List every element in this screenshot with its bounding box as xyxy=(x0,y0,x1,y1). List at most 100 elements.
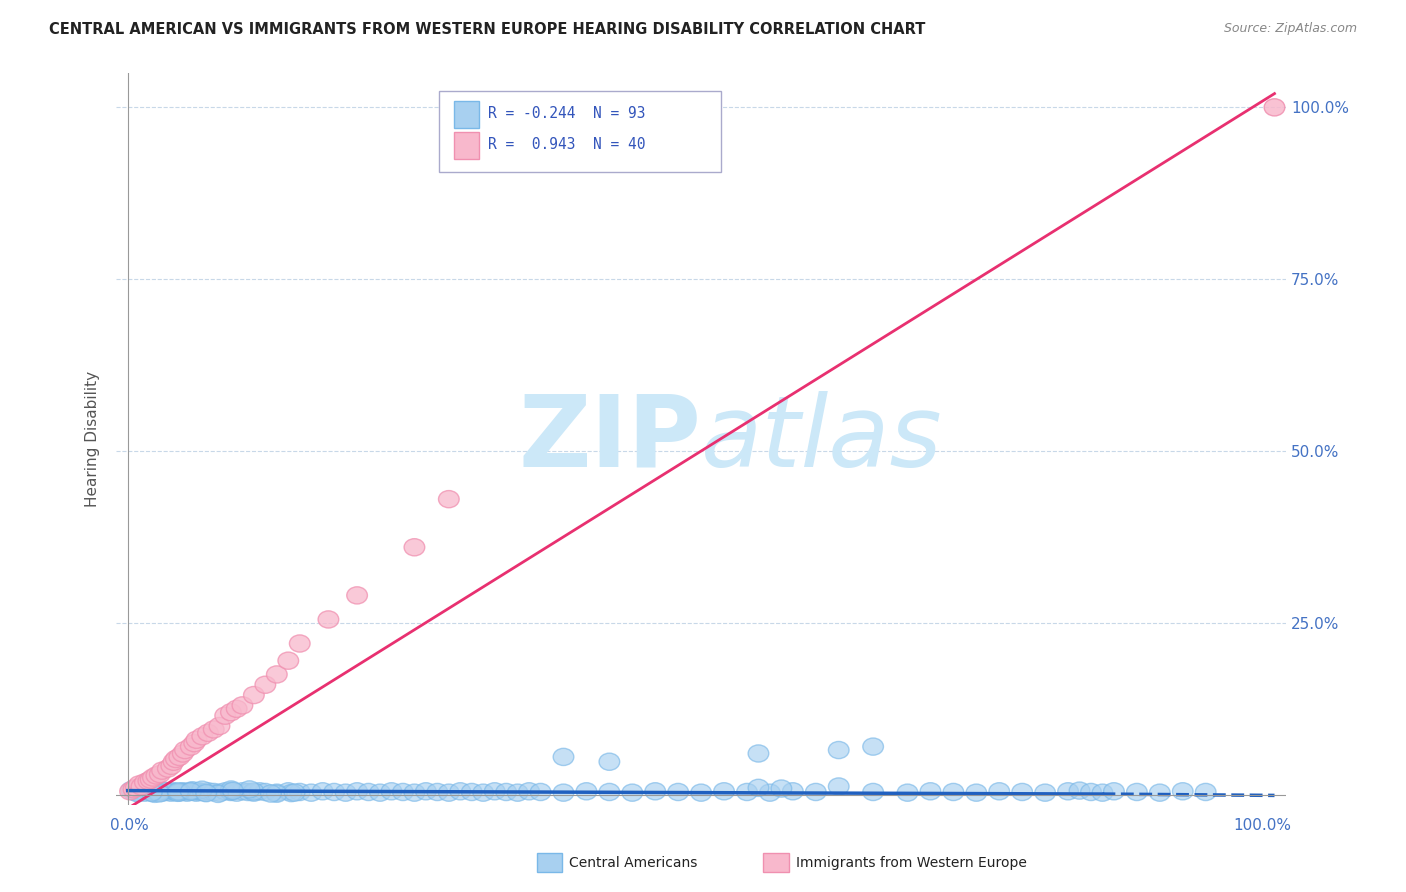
Ellipse shape xyxy=(232,782,253,800)
Ellipse shape xyxy=(1069,782,1090,799)
Ellipse shape xyxy=(690,784,711,801)
Ellipse shape xyxy=(249,782,270,800)
Ellipse shape xyxy=(169,748,190,765)
Ellipse shape xyxy=(142,784,163,801)
Ellipse shape xyxy=(149,785,170,802)
Ellipse shape xyxy=(290,783,311,800)
Text: atlas: atlas xyxy=(702,391,943,488)
Ellipse shape xyxy=(180,783,201,800)
Ellipse shape xyxy=(221,783,242,800)
Ellipse shape xyxy=(162,757,181,774)
Ellipse shape xyxy=(370,784,391,801)
Ellipse shape xyxy=(198,782,218,800)
Ellipse shape xyxy=(737,783,758,800)
Ellipse shape xyxy=(863,738,883,756)
Ellipse shape xyxy=(222,782,243,799)
Ellipse shape xyxy=(530,783,551,800)
Ellipse shape xyxy=(439,784,460,801)
Ellipse shape xyxy=(267,665,287,683)
Ellipse shape xyxy=(461,783,482,800)
Ellipse shape xyxy=(195,785,217,802)
Ellipse shape xyxy=(163,753,184,771)
Ellipse shape xyxy=(404,539,425,556)
Ellipse shape xyxy=(149,783,169,800)
Ellipse shape xyxy=(485,782,505,800)
Ellipse shape xyxy=(254,676,276,693)
Ellipse shape xyxy=(392,783,413,800)
Ellipse shape xyxy=(221,780,242,798)
Ellipse shape xyxy=(281,784,302,802)
Ellipse shape xyxy=(124,782,143,800)
Ellipse shape xyxy=(450,782,471,800)
Ellipse shape xyxy=(152,762,173,780)
Ellipse shape xyxy=(170,783,190,800)
Text: R = -0.244  N = 93: R = -0.244 N = 93 xyxy=(488,106,645,120)
Ellipse shape xyxy=(553,748,574,765)
Ellipse shape xyxy=(243,687,264,704)
Ellipse shape xyxy=(1081,783,1101,800)
Text: 100.0%: 100.0% xyxy=(1234,818,1292,833)
Text: Source: ZipAtlas.com: Source: ZipAtlas.com xyxy=(1223,22,1357,36)
Ellipse shape xyxy=(519,782,540,800)
Ellipse shape xyxy=(301,784,322,801)
Ellipse shape xyxy=(783,782,803,800)
Ellipse shape xyxy=(209,784,229,801)
Ellipse shape xyxy=(166,750,186,768)
Ellipse shape xyxy=(198,724,218,741)
Y-axis label: Hearing Disability: Hearing Disability xyxy=(86,371,100,507)
Ellipse shape xyxy=(828,741,849,758)
Ellipse shape xyxy=(173,745,193,762)
Ellipse shape xyxy=(828,778,849,795)
Ellipse shape xyxy=(1126,783,1147,800)
Ellipse shape xyxy=(186,731,207,748)
Ellipse shape xyxy=(138,772,159,789)
Ellipse shape xyxy=(226,700,247,717)
Ellipse shape xyxy=(748,745,769,762)
Ellipse shape xyxy=(135,773,155,791)
Ellipse shape xyxy=(312,782,333,800)
Ellipse shape xyxy=(215,707,236,724)
Ellipse shape xyxy=(381,782,402,800)
Ellipse shape xyxy=(1173,782,1194,800)
Ellipse shape xyxy=(125,780,146,797)
Ellipse shape xyxy=(131,778,152,795)
Ellipse shape xyxy=(1057,782,1078,800)
Ellipse shape xyxy=(131,782,152,799)
Ellipse shape xyxy=(576,782,596,800)
Ellipse shape xyxy=(920,782,941,800)
Ellipse shape xyxy=(278,782,298,800)
Ellipse shape xyxy=(149,765,170,782)
Ellipse shape xyxy=(157,760,179,777)
Ellipse shape xyxy=(153,782,174,799)
Ellipse shape xyxy=(472,784,494,801)
Text: Immigrants from Western Europe: Immigrants from Western Europe xyxy=(796,856,1026,871)
Ellipse shape xyxy=(180,782,201,800)
Ellipse shape xyxy=(359,783,378,800)
Ellipse shape xyxy=(208,785,228,803)
Ellipse shape xyxy=(169,784,190,801)
Ellipse shape xyxy=(142,769,163,786)
Ellipse shape xyxy=(553,784,574,801)
Ellipse shape xyxy=(748,780,769,797)
Ellipse shape xyxy=(226,784,247,801)
Ellipse shape xyxy=(215,782,236,800)
Ellipse shape xyxy=(599,783,620,800)
Ellipse shape xyxy=(599,753,620,771)
Ellipse shape xyxy=(173,782,193,800)
Ellipse shape xyxy=(152,784,173,801)
Ellipse shape xyxy=(155,782,174,800)
Ellipse shape xyxy=(323,783,344,800)
Ellipse shape xyxy=(284,784,305,801)
Ellipse shape xyxy=(668,783,689,800)
Ellipse shape xyxy=(180,738,201,756)
Ellipse shape xyxy=(181,781,202,799)
Ellipse shape xyxy=(149,783,170,800)
Ellipse shape xyxy=(770,780,792,797)
Ellipse shape xyxy=(238,783,259,800)
Ellipse shape xyxy=(1150,784,1170,801)
Ellipse shape xyxy=(645,782,665,800)
Ellipse shape xyxy=(439,491,460,508)
Ellipse shape xyxy=(129,783,149,800)
Ellipse shape xyxy=(193,783,212,800)
Ellipse shape xyxy=(221,782,240,800)
